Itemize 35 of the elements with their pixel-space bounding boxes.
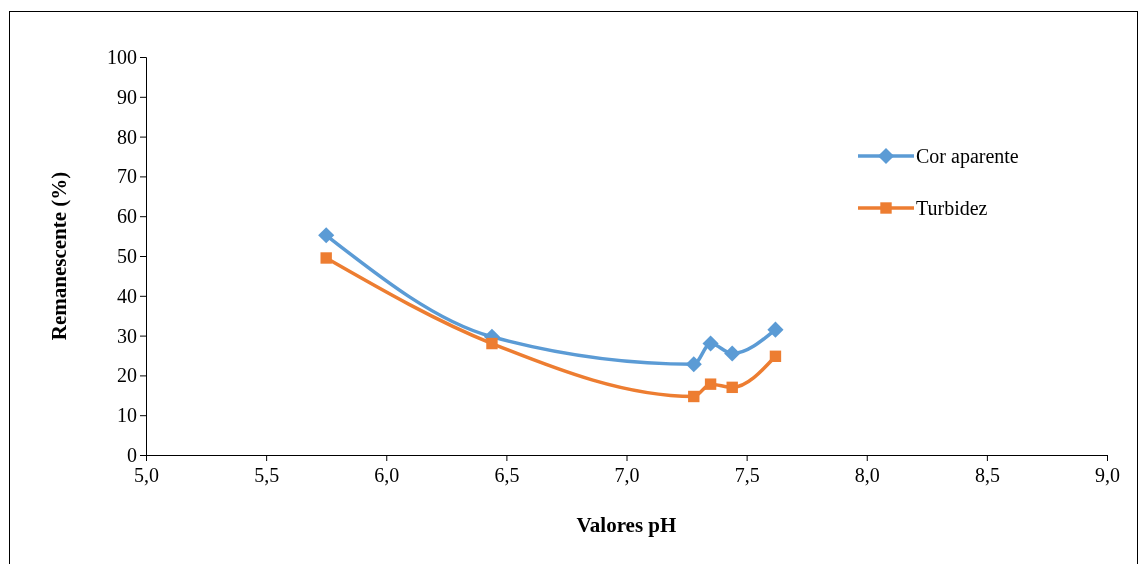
point xyxy=(726,381,738,394)
legend-label: Turbidez xyxy=(916,197,988,219)
point xyxy=(769,350,782,362)
y-tick-label: 60 xyxy=(117,205,137,228)
y-tick-label: 50 xyxy=(117,244,137,267)
point xyxy=(688,390,700,403)
y-tick-label: 40 xyxy=(117,284,137,307)
x-axis-title: Valores pH xyxy=(576,513,677,537)
y-tick-label: 70 xyxy=(117,165,137,188)
y-tick-label: 10 xyxy=(117,404,137,427)
y-axis-title: Remanescente (%) xyxy=(47,171,71,341)
point xyxy=(486,337,498,350)
x-tick-label: 5,0 xyxy=(134,464,159,486)
point xyxy=(724,345,741,362)
point xyxy=(767,321,784,338)
point xyxy=(685,356,702,373)
y-tick-label: 20 xyxy=(117,364,137,387)
point xyxy=(704,378,717,390)
y-tick-label: 100 xyxy=(107,45,137,68)
y-tick-label: 0 xyxy=(127,443,137,466)
y-tick-label: 90 xyxy=(117,85,137,108)
y-tick-label: 80 xyxy=(117,125,137,148)
x-tick-label: 7,0 xyxy=(614,464,640,486)
point xyxy=(702,335,719,352)
x-tick-label: 9,0 xyxy=(1095,464,1120,486)
x-tick-label: 7,5 xyxy=(734,464,760,486)
x-tick-label: 8,0 xyxy=(854,464,880,486)
legend-label: Cor aparente xyxy=(916,145,1019,168)
x-tick-label: 8,5 xyxy=(974,464,1000,486)
point xyxy=(320,252,332,264)
y-tick-label: 30 xyxy=(117,324,137,347)
x-tick-label: 6,5 xyxy=(494,464,520,486)
point xyxy=(318,227,335,244)
x-tick-label: 5,5 xyxy=(254,464,280,486)
x-tick-label: 6,0 xyxy=(374,464,400,486)
